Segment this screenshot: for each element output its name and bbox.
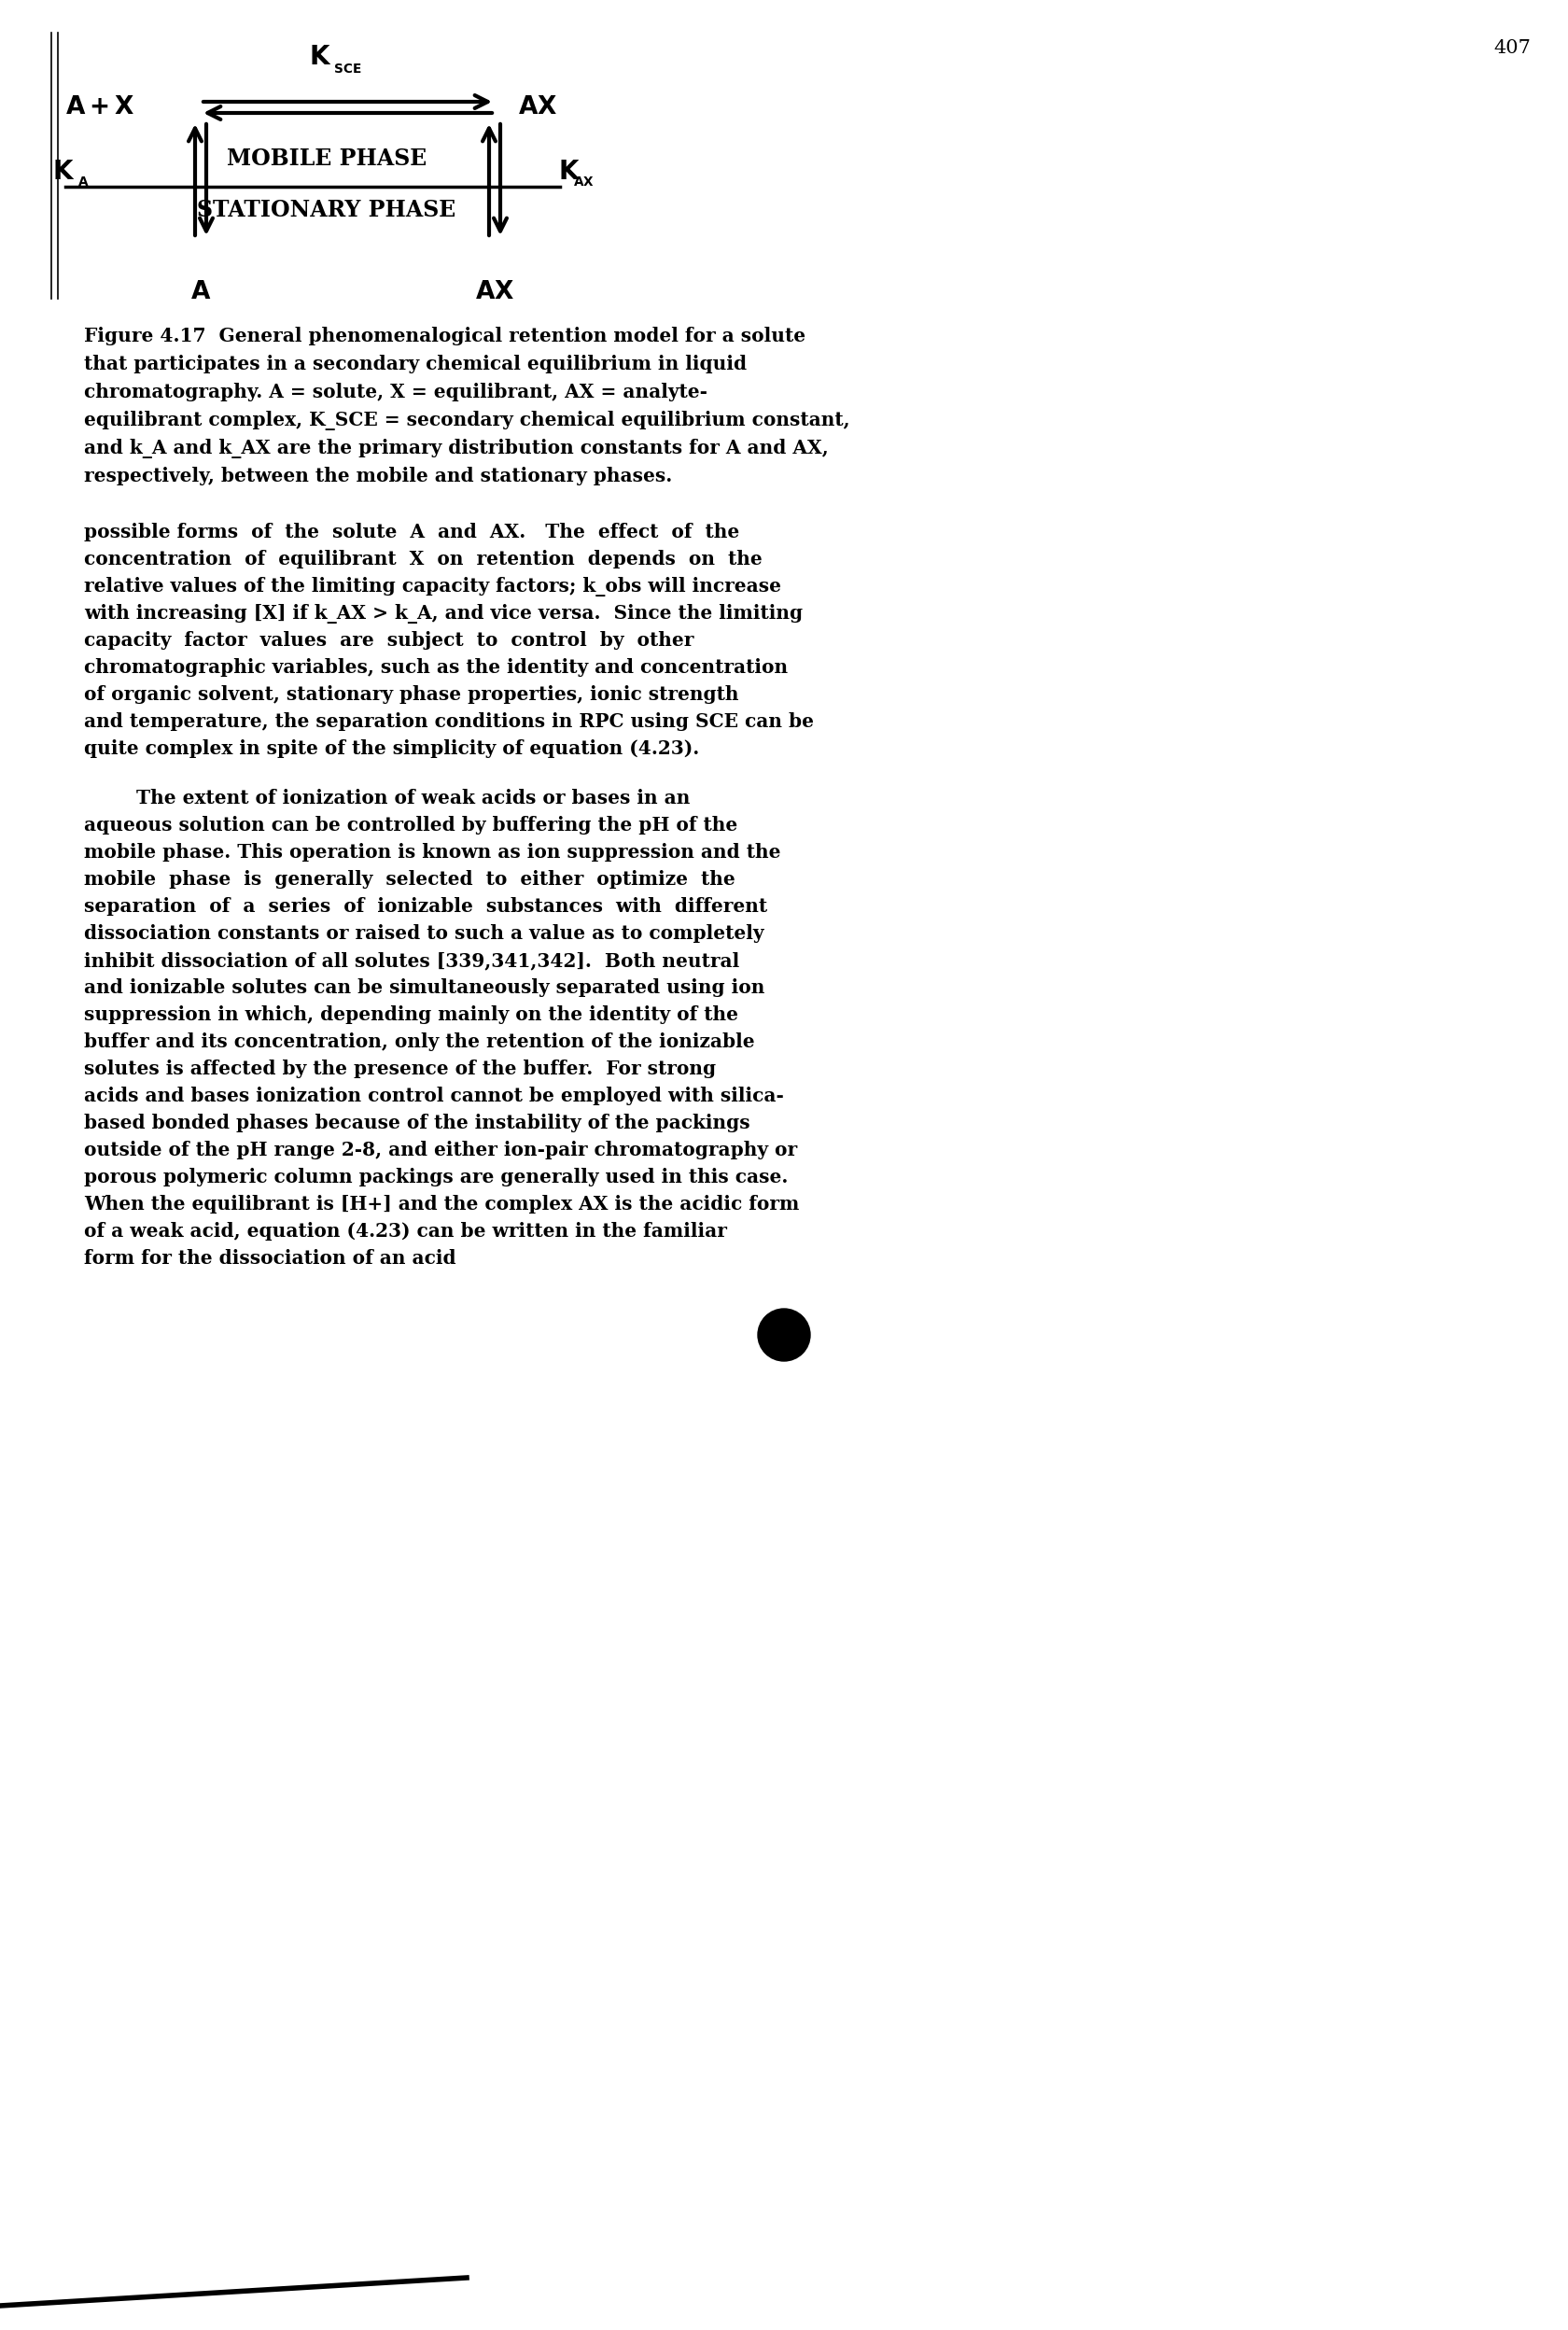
Text: $\mathbf{_{SCE}}$: $\mathbf{_{SCE}}$: [332, 58, 361, 75]
Text: respectively, between the mobile and stationary phases.: respectively, between the mobile and sta…: [85, 466, 671, 485]
Text: acids and bases ionization control cannot be employed with silica-: acids and bases ionization control canno…: [85, 1086, 784, 1104]
Text: buffer and its concentration, only the retention of the ionizable: buffer and its concentration, only the r…: [85, 1032, 754, 1051]
Text: inhibit dissociation of all solutes [339,341,342].  Both neutral: inhibit dissociation of all solutes [339…: [85, 951, 739, 969]
Text: The extent of ionization of weak acids or bases in an: The extent of ionization of weak acids o…: [85, 790, 690, 809]
Text: relative values of the limiting capacity factors; k_obs will increase: relative values of the limiting capacity…: [85, 578, 781, 596]
Text: solutes is affected by the presence of the buffer.  For strong: solutes is affected by the presence of t…: [85, 1060, 715, 1079]
Text: with increasing [X] if k_AX > k_A, and vice versa.  Since the limiting: with increasing [X] if k_AX > k_A, and v…: [85, 603, 803, 624]
Text: STATIONARY PHASE: STATIONARY PHASE: [198, 198, 456, 221]
Text: $\mathbf{A}$: $\mathbf{A}$: [190, 280, 212, 303]
Text: and ionizable solutes can be simultaneously separated using ion: and ionizable solutes can be simultaneou…: [85, 979, 764, 997]
Text: suppression in which, depending mainly on the identity of the: suppression in which, depending mainly o…: [85, 1004, 739, 1025]
Text: $\mathbf{K}$: $\mathbf{K}$: [52, 161, 75, 186]
Text: $\mathbf{K}$: $\mathbf{K}$: [309, 44, 331, 70]
Text: that participates in a secondary chemical equilibrium in liquid: that participates in a secondary chemica…: [85, 354, 746, 373]
Text: Figure 4.17  General phenomenalogical retention model for a solute: Figure 4.17 General phenomenalogical ret…: [85, 326, 804, 345]
Text: outside of the pH range 2-8, and either ion-pair chromatography or: outside of the pH range 2-8, and either …: [85, 1142, 797, 1160]
Text: quite complex in spite of the simplicity of equation (4.23).: quite complex in spite of the simplicity…: [85, 739, 699, 757]
Text: $\mathbf{AX}$: $\mathbf{AX}$: [475, 280, 514, 303]
Text: capacity  factor  values  are  subject  to  control  by  other: capacity factor values are subject to co…: [85, 631, 693, 650]
Text: aqueous solution can be controlled by buffering the pH of the: aqueous solution can be controlled by bu…: [85, 815, 737, 834]
Text: separation  of  a  series  of  ionizable  substances  with  different: separation of a series of ionizable subs…: [85, 897, 767, 916]
Text: $\mathbf{AX}$: $\mathbf{AX}$: [517, 96, 557, 119]
Text: $\mathbf{_{AX}}$: $\mathbf{_{AX}}$: [572, 172, 594, 189]
Text: of organic solvent, stationary phase properties, ionic strength: of organic solvent, stationary phase pro…: [85, 685, 739, 704]
Text: mobile phase. This operation is known as ion suppression and the: mobile phase. This operation is known as…: [85, 843, 781, 862]
Text: dissociation constants or raised to such a value as to completely: dissociation constants or raised to such…: [85, 925, 764, 944]
Text: MOBILE PHASE: MOBILE PHASE: [226, 147, 426, 170]
Text: and temperature, the separation conditions in RPC using SCE can be: and temperature, the separation conditio…: [85, 713, 814, 732]
Text: $\mathbf{_A}$: $\mathbf{_A}$: [77, 172, 89, 189]
Text: chromatography. A = solute, X = equilibrant, AX = analyte-: chromatography. A = solute, X = equilibr…: [85, 382, 707, 401]
Text: based bonded phases because of the instability of the packings: based bonded phases because of the insta…: [85, 1114, 750, 1132]
Circle shape: [757, 1309, 809, 1361]
Text: mobile  phase  is  generally  selected  to  either  optimize  the: mobile phase is generally selected to ei…: [85, 869, 735, 888]
Text: When the equilibrant is [H+] and the complex AX is the acidic form: When the equilibrant is [H+] and the com…: [85, 1195, 798, 1214]
Text: form for the dissociation of an acid: form for the dissociation of an acid: [85, 1249, 456, 1268]
Text: chromatographic variables, such as the identity and concentration: chromatographic variables, such as the i…: [85, 657, 787, 676]
Text: porous polymeric column packings are generally used in this case.: porous polymeric column packings are gen…: [85, 1167, 787, 1186]
Text: 407: 407: [1493, 40, 1530, 56]
Text: possible forms  of  the  solute  A  and  AX.   The  effect  of  the: possible forms of the solute A and AX. T…: [85, 522, 739, 541]
Text: $\mathbf{K}$: $\mathbf{K}$: [558, 161, 580, 186]
Text: $\mathbf{A + X}$: $\mathbf{A + X}$: [66, 96, 135, 119]
Text: concentration  of  equilibrant  X  on  retention  depends  on  the: concentration of equilibrant X on retent…: [85, 550, 762, 569]
Text: and k_A and k_AX are the primary distribution constants for A and AX,: and k_A and k_AX are the primary distrib…: [85, 438, 828, 459]
Text: equilibrant complex, K_SCE = secondary chemical equilibrium constant,: equilibrant complex, K_SCE = secondary c…: [85, 410, 850, 431]
Text: of a weak acid, equation (4.23) can be written in the familiar: of a weak acid, equation (4.23) can be w…: [85, 1221, 726, 1240]
